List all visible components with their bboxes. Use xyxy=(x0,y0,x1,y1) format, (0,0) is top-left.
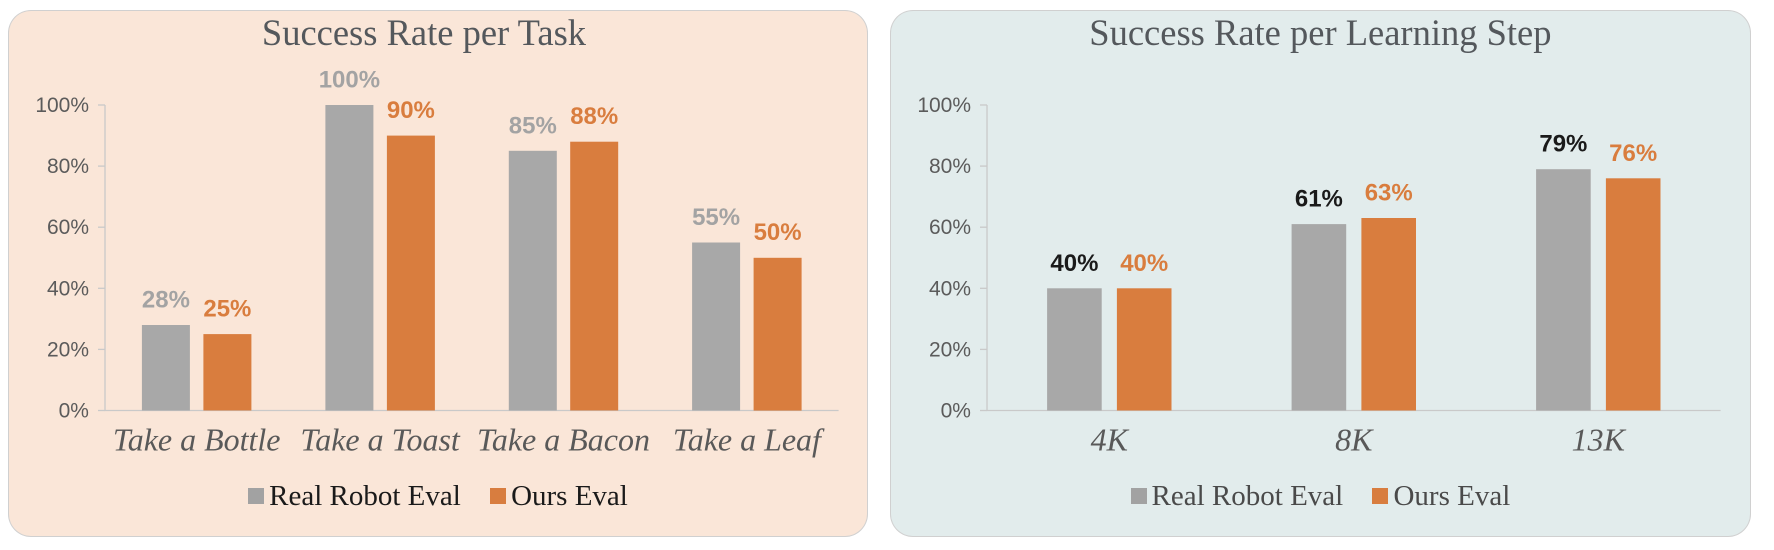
svg-text:40%: 40% xyxy=(929,277,971,300)
svg-text:Take a Bacon: Take a Bacon xyxy=(477,421,650,457)
svg-text:61%: 61% xyxy=(1295,185,1343,212)
svg-text:60%: 60% xyxy=(47,216,89,239)
svg-text:Take a Bottle: Take a Bottle xyxy=(113,421,281,457)
svg-text:40%: 40% xyxy=(1120,249,1168,276)
svg-text:100%: 100% xyxy=(917,94,971,117)
svg-text:28%: 28% xyxy=(142,286,190,313)
svg-text:88%: 88% xyxy=(570,103,618,130)
svg-text:85%: 85% xyxy=(508,112,556,139)
svg-text:50%: 50% xyxy=(753,219,801,246)
svg-text:100%: 100% xyxy=(35,94,89,117)
svg-text:55%: 55% xyxy=(692,204,740,231)
svg-text:0%: 0% xyxy=(58,399,88,422)
svg-text:40%: 40% xyxy=(1050,249,1098,276)
svg-text:Take a Leaf: Take a Leaf xyxy=(673,421,825,457)
svg-text:0%: 0% xyxy=(941,399,971,422)
svg-text:100%: 100% xyxy=(318,66,379,93)
svg-text:79%: 79% xyxy=(1539,130,1587,157)
svg-text:20%: 20% xyxy=(47,338,89,361)
svg-text:40%: 40% xyxy=(47,277,89,300)
svg-text:63%: 63% xyxy=(1365,179,1413,206)
svg-text:76%: 76% xyxy=(1609,139,1657,166)
svg-text:80%: 80% xyxy=(47,155,89,178)
svg-text:8K: 8K xyxy=(1335,421,1374,457)
svg-text:20%: 20% xyxy=(929,338,971,361)
svg-text:13K: 13K xyxy=(1572,421,1627,457)
svg-text:25%: 25% xyxy=(203,295,251,322)
svg-text:Take a Toast: Take a Toast xyxy=(300,421,461,457)
svg-text:60%: 60% xyxy=(929,216,971,239)
svg-text:90%: 90% xyxy=(387,97,435,124)
svg-text:4K: 4K xyxy=(1091,421,1130,457)
svg-text:80%: 80% xyxy=(929,155,971,178)
